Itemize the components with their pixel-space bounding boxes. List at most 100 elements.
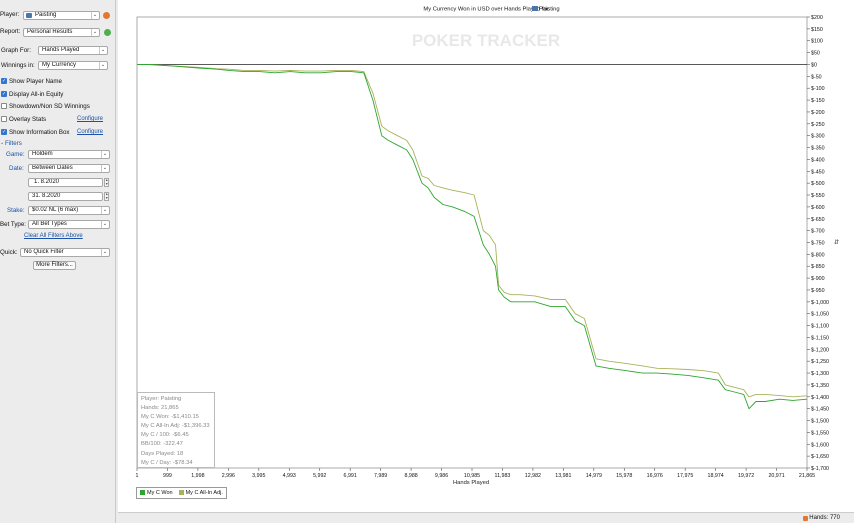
chevron-down-icon: ⌄ [101, 249, 108, 256]
date-from-stepper[interactable]: ▲ ▼ [104, 178, 109, 187]
info-box-allin-adj: My C All-In Adj: -$1,396.33 [141, 423, 210, 430]
y-tick-label: $-750 [811, 241, 825, 247]
y-tick-label: $100 [811, 39, 823, 45]
overlay-stats-checkbox[interactable] [1, 116, 7, 122]
bet-type-select[interactable]: All Bet Types ⌄ [28, 220, 110, 229]
show-player-name-checkbox[interactable] [1, 78, 7, 84]
chevron-down-icon: ⌄ [99, 47, 106, 54]
x-tick-label: 11,983 [495, 473, 511, 479]
report-value: Personal Results [27, 29, 73, 35]
y-tick-label: $-1,600 [811, 442, 829, 448]
player-value: Paisting [35, 12, 57, 18]
game-select[interactable]: Holdem ⌄ [28, 150, 110, 159]
svg-text:My Currency Won in USD over Ha: My Currency Won in USD over Hands Played… [423, 7, 548, 13]
x-tick-label: 6,991 [344, 473, 357, 479]
info-box-per-day: My C / Day: -$78.34 [141, 459, 193, 466]
y-tick-label: $-50 [811, 74, 822, 80]
y-tick-label: $-1,150 [811, 335, 829, 341]
y-tick-label: $-1,500 [811, 419, 829, 425]
display-allin-equity-checkbox[interactable] [1, 91, 7, 97]
series-line-won [137, 64, 808, 410]
y-tick-label: $-400 [811, 157, 825, 163]
filters-header[interactable]: Filters [5, 140, 22, 147]
y-tick-label: $-250 [811, 122, 825, 128]
user-icon[interactable] [103, 12, 110, 19]
y-tick-label: $-850 [811, 264, 825, 270]
chevron-down-icon: ⌄ [91, 12, 98, 19]
y-tick-label: $-1,350 [811, 383, 829, 389]
more-filters-button[interactable]: More Filters... [33, 261, 76, 270]
report-label: Report: [0, 28, 21, 35]
graph-for-label: Graph For: [1, 47, 31, 54]
collapse-icon[interactable]: ⌄ [0, 140, 5, 146]
chevron-down-icon: ⌄ [101, 165, 108, 172]
report-select[interactable]: Personal Results ⌄ [23, 28, 100, 37]
player-icon [532, 6, 538, 11]
y-tick-label: $-1,700 [811, 466, 829, 472]
resize-handle-icon[interactable]: ⇵ [834, 240, 839, 246]
y-tick-label: $-500 [811, 181, 825, 187]
graph-for-value: Hands Played [42, 47, 80, 53]
date-from-input[interactable]: 1. 8.2020 [28, 178, 103, 187]
x-tick-label: 10,985 [464, 473, 480, 479]
x-tick-label: 13,981 [555, 473, 571, 479]
quick-filter-select[interactable]: No Quick Filter ⌄ [20, 248, 110, 257]
x-tick-label: 16,976 [647, 473, 663, 479]
stake-value: $0.02 NL (6 max) [32, 207, 79, 213]
y-tick-label: $-1,300 [811, 371, 829, 377]
y-tick-label: $-600 [811, 205, 825, 211]
player-label: Player: [0, 11, 20, 18]
chevron-down-icon: ⌄ [101, 221, 108, 228]
filter-sidebar: Player: Paisting ⌄ Report: Personal Resu… [0, 0, 116, 523]
y-tick-label: $-100 [811, 86, 825, 92]
stake-select[interactable]: $0.02 NL (6 max) ⌄ [28, 206, 110, 215]
winnings-in-select[interactable]: My Currency ⌄ [38, 61, 108, 70]
x-axis-label: Hands Played [453, 480, 489, 486]
legend-label-won: My C Won [147, 490, 173, 496]
hands-count: Hands: 770 [809, 515, 840, 521]
info-box-won: My C Won: -$1,410.15 [141, 414, 199, 421]
x-tick-label: 4,993 [283, 473, 296, 479]
overlay-stats-configure-link[interactable]: Configure [77, 116, 104, 122]
info-box-configure-link[interactable]: Configure [77, 129, 104, 135]
show-info-box-label: Show Information Box [9, 129, 70, 136]
date-select[interactable]: Between Dates ⌄ [28, 164, 110, 173]
date-to-stepper[interactable]: ▲ ▼ [104, 192, 109, 201]
x-tick-label: 7,989 [374, 473, 387, 479]
x-tick-label: 1 [136, 473, 139, 479]
x-tick-label: 3,995 [252, 473, 265, 479]
x-tick-label: 18,974 [708, 473, 724, 479]
chart-legend: My C Won My C All-In Adj. [136, 487, 227, 499]
y-tick-label: $-1,550 [811, 430, 829, 436]
y-tick-label: $-950 [811, 288, 825, 294]
chart-title-player: Paisting [539, 7, 560, 13]
show-info-box-checkbox[interactable] [1, 129, 7, 135]
y-tick-label: $-1,000 [811, 300, 829, 306]
status-bar: Hands: 770 [118, 512, 854, 523]
y-tick-label: $-800 [811, 252, 825, 258]
legend-swatch [140, 490, 145, 496]
refresh-icon[interactable] [104, 29, 111, 36]
info-box-days: Days Played: 18 [141, 450, 184, 457]
y-tick-label: $-650 [811, 217, 825, 223]
x-tick-label: 999 [163, 473, 172, 479]
x-tick-label: 20,971 [768, 473, 784, 479]
date-to-value: 31. 8.2020 [32, 193, 61, 199]
player-select[interactable]: Paisting ⌄ [23, 11, 100, 20]
showdown-checkbox[interactable] [1, 103, 7, 109]
clear-filters-link[interactable]: Clear All Filters Above [24, 233, 83, 239]
x-tick-label: 1,998 [191, 473, 204, 479]
y-tick-label: $-1,100 [811, 324, 829, 330]
date-label: Date: [9, 165, 24, 172]
x-tick-label: 15,978 [616, 473, 632, 479]
y-tick-label: $-1,450 [811, 407, 829, 413]
y-tick-label: $-350 [811, 146, 825, 152]
legend-label-allin: My C All-In Adj. [185, 490, 223, 496]
date-to-input[interactable]: 31. 8.2020 [28, 192, 103, 201]
y-tick-label: $-300 [811, 134, 825, 140]
y-tick-label: $-700 [811, 229, 825, 235]
display-allin-equity-label: Display All-in Equity [9, 91, 64, 98]
overlay-stats-label: Overlay Stats [9, 116, 47, 123]
quick-label: Quick: [0, 249, 18, 256]
graph-for-select[interactable]: Hands Played ⌄ [38, 46, 108, 55]
